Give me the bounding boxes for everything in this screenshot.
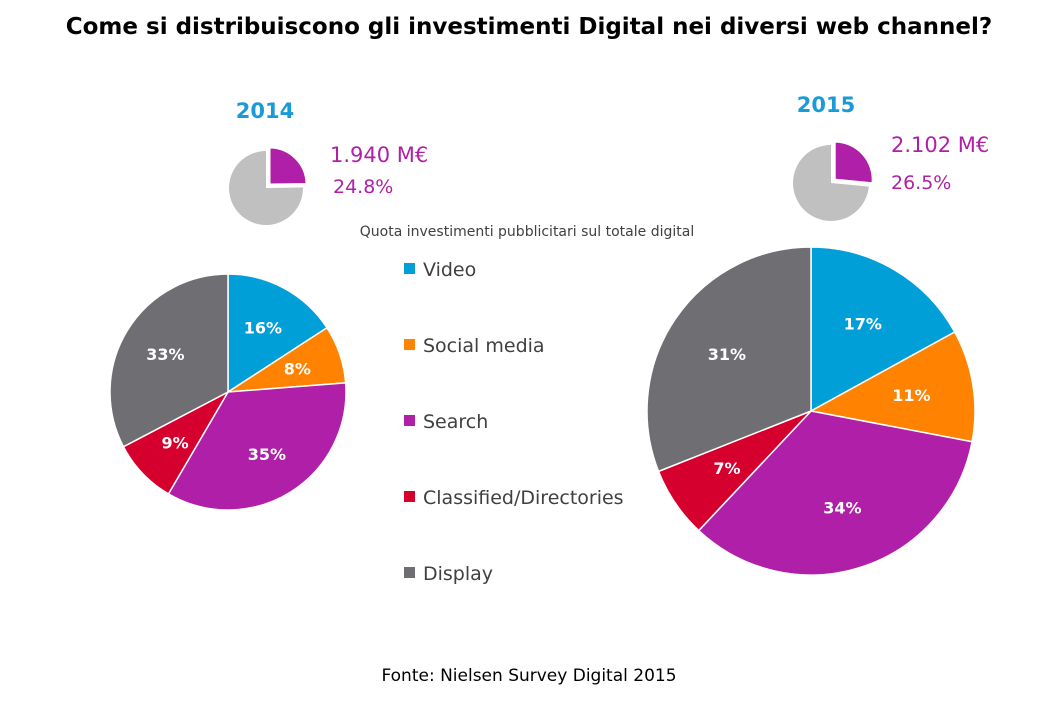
year-label-2014: 2014 — [236, 99, 294, 123]
pie-slice-2015-social-media — [808, 330, 976, 443]
chart-title: Come si distribuiscono gli investimenti … — [65, 14, 993, 40]
slice-label-2015-display: 31% — [708, 345, 746, 364]
legend-label-video: Video — [423, 259, 476, 281]
slice-label-2014-display: 33% — [146, 345, 184, 364]
legend-label-social-media: Social media — [423, 335, 545, 357]
chart-subtitle: Quota investimenti pubblicitari sul tota… — [360, 224, 694, 240]
share-percent-2014: 24.8% — [333, 176, 393, 198]
slice-label-2014-social-media: 8% — [284, 360, 311, 379]
slice-label-2015-classified-directories: 7% — [713, 459, 740, 478]
year-label-2015: 2015 — [797, 93, 855, 117]
legend-label-search: Search — [423, 411, 488, 433]
legend-swatch-social-media — [404, 339, 415, 350]
legend-swatch-video — [404, 263, 415, 274]
pie-slice-2015-search — [697, 410, 973, 576]
slice-label-2014-video: 16% — [244, 319, 282, 338]
share-pie-slice-2015 — [833, 140, 874, 185]
legend-swatch-classified-directories — [404, 491, 415, 502]
legend: Video Social media Search Classified/Direct… — [404, 259, 624, 585]
pie-slice-2014-video — [227, 273, 329, 394]
share-percent-2015: 26.5% — [891, 172, 951, 194]
pie-slice-2015-display — [646, 246, 812, 473]
pie-chart-2014: 16% 8% 35% 9% 33% — [109, 273, 347, 511]
legend-swatch-search — [404, 415, 415, 426]
legend-label-classified-directories: Classified/Directories — [423, 487, 624, 509]
pie-slice-2015-video — [810, 246, 956, 413]
pie-slice-2014-display — [109, 273, 229, 448]
pie-chart-2015: 17% 11% 34% 7% 31% — [646, 246, 976, 576]
slice-label-2015-video: 17% — [844, 314, 882, 333]
share-pie-slice-2014 — [268, 146, 308, 186]
amount-label-2015: 2.102 M€ — [891, 133, 989, 157]
share-pie-2014 — [228, 146, 308, 225]
share-pie-rest-2015 — [793, 145, 869, 222]
slice-label-2015-search: 34% — [823, 499, 861, 518]
legend-label-display: Display — [423, 563, 493, 585]
slice-label-2014-search: 35% — [248, 445, 286, 464]
source-note: Fonte: Nielsen Survey Digital 2015 — [381, 666, 677, 686]
share-pie-2015 — [793, 140, 874, 222]
legend-swatch-display — [404, 567, 415, 578]
share-pie-rest-2014 — [228, 151, 303, 225]
amount-label-2014: 1.940 M€ — [330, 143, 428, 167]
slice-label-2014-classified-directories: 9% — [161, 434, 188, 453]
slice-label-2015-social-media: 11% — [892, 386, 930, 405]
pie-slice-2014-search — [167, 382, 347, 511]
